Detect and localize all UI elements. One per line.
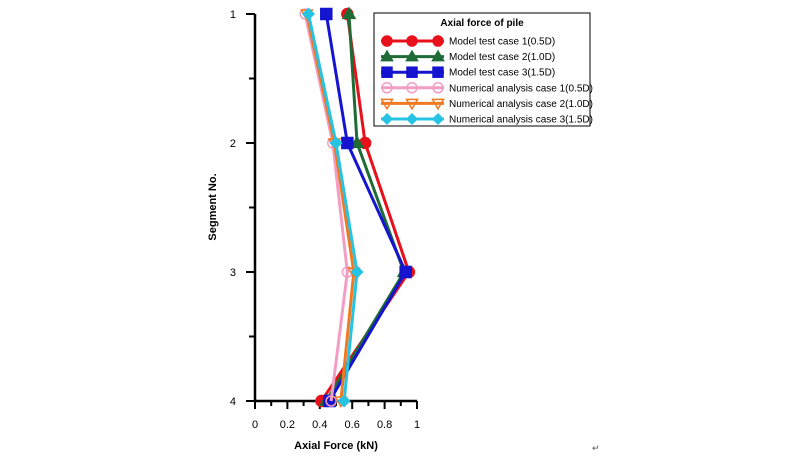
legend-marker: [381, 82, 393, 94]
series-line: [303, 13, 349, 402]
legend-marker: [405, 98, 419, 111]
legend-marker: [381, 66, 393, 78]
legend-marker: [380, 112, 394, 126]
legend-marker: [431, 98, 445, 111]
legend-items: Model test case 1(0.5D) Model test case 2…: [380, 35, 593, 126]
legend-label: Model test case 3(1.5D): [449, 68, 555, 79]
legend-label: Model test case 1(0.5D): [449, 37, 555, 48]
data-point: [350, 265, 364, 279]
y-axis-title: Segment No.: [207, 173, 219, 240]
legend-marker: [380, 49, 394, 62]
series-line: [306, 13, 359, 402]
legend-marker: [406, 66, 418, 78]
data-point: [341, 136, 354, 150]
legend-marker: [380, 98, 394, 111]
legend-label: Numerical analysis case 1(0.5D): [449, 83, 593, 94]
ticks: 0 0.2 0.4 0.6 0.8 1 1 2 3 4: [230, 9, 420, 431]
legend-item: Numerical analysis case 3(1.5D): [380, 112, 593, 126]
series-6: [301, 7, 364, 408]
data-point: [341, 6, 357, 20]
x-tick-label: 0.8: [377, 419, 392, 431]
x-tick-label: 0.2: [280, 419, 295, 431]
legend-item: Numerical analysis case 2(1.0D): [380, 98, 593, 111]
legend-marker: [381, 35, 393, 47]
y-tick-label: 1: [230, 9, 236, 21]
x-axis-title: Axial Force (kN): [294, 440, 378, 452]
legend-label: Numerical analysis case 3(1.5D): [449, 115, 593, 126]
data-point: [301, 7, 316, 21]
footnote-mark: ↵: [592, 443, 600, 453]
data-point: [337, 394, 351, 408]
legend-marker: [406, 82, 418, 94]
y-tick-label: 2: [230, 138, 236, 150]
legend-label: Numerical analysis case 2(1.0D): [449, 99, 593, 110]
legend-marker: [405, 49, 419, 62]
series-line: [324, 13, 408, 402]
data-point: [349, 135, 365, 149]
x-tick-label: 0.6: [345, 419, 360, 431]
series-line: [305, 13, 356, 402]
legend-marker: [432, 35, 444, 47]
legend-marker: [431, 112, 445, 126]
legend-item: Numerical analysis case 1(0.5D): [381, 82, 593, 94]
legend-label: Model test case 2(1.0D): [449, 52, 555, 63]
y-tick-label: 4: [230, 396, 236, 408]
legend-marker: [431, 49, 445, 62]
data-point: [325, 395, 337, 407]
legend-marker: [432, 82, 444, 94]
y-tick-label: 3: [230, 267, 236, 279]
legend-marker: [406, 35, 418, 47]
series-line: [324, 13, 406, 402]
data-point: [399, 265, 412, 279]
data-point: [320, 7, 333, 21]
legend-title: Axial force of pile: [440, 18, 524, 29]
legend-item: Model test case 3(1.5D): [381, 66, 555, 79]
x-tick-label: 0: [252, 419, 258, 431]
data-point: [329, 136, 343, 150]
legend-item: Model test case 2(1.0D): [380, 49, 555, 63]
series-3: [320, 7, 412, 408]
legend: Axial force of pile Model test case 1(0.…: [373, 12, 593, 127]
legend-marker: [405, 112, 419, 126]
x-tick-label: 1: [414, 419, 420, 431]
series-group: [299, 6, 416, 408]
x-tick-label: 0.4: [312, 419, 327, 431]
legend-item: Model test case 1(0.5D): [381, 35, 555, 48]
legend-marker: [432, 66, 444, 78]
